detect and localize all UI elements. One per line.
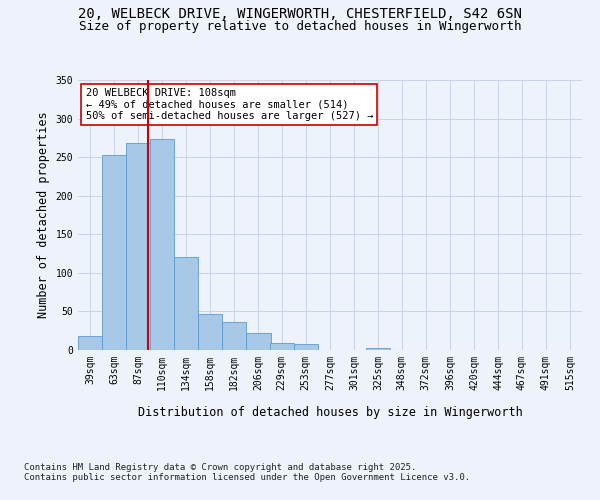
Bar	[102, 155, 127, 350]
Bar	[78, 336, 102, 350]
Bar	[222, 322, 247, 350]
Text: Distribution of detached houses by size in Wingerworth: Distribution of detached houses by size …	[137, 406, 523, 419]
Bar	[294, 344, 318, 350]
Bar	[127, 144, 151, 350]
Bar	[247, 333, 271, 350]
Bar	[269, 343, 294, 350]
Text: Size of property relative to detached houses in Wingerworth: Size of property relative to detached ho…	[79, 20, 521, 33]
Text: 20, WELBECK DRIVE, WINGERWORTH, CHESTERFIELD, S42 6SN: 20, WELBECK DRIVE, WINGERWORTH, CHESTERF…	[78, 8, 522, 22]
Y-axis label: Number of detached properties: Number of detached properties	[37, 112, 50, 318]
Bar	[174, 256, 198, 350]
Bar	[366, 348, 391, 350]
Bar	[149, 140, 174, 350]
Bar	[198, 314, 222, 350]
Text: Contains HM Land Registry data © Crown copyright and database right 2025.
Contai: Contains HM Land Registry data © Crown c…	[24, 462, 470, 482]
Text: 20 WELBECK DRIVE: 108sqm
← 49% of detached houses are smaller (514)
50% of semi-: 20 WELBECK DRIVE: 108sqm ← 49% of detach…	[86, 88, 373, 122]
